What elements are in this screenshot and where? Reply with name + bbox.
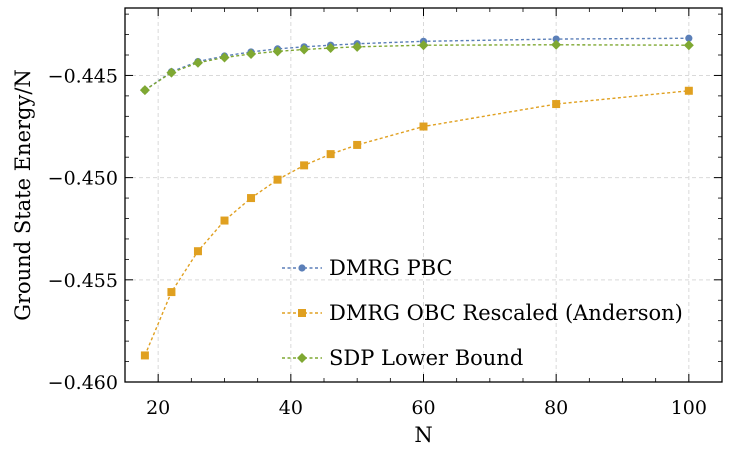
legend-entry-dmrg-pbc: DMRG PBC [282,256,453,280]
axis-ticks: 20 40 60 80 100 −0.460 −0.455 −0.450 −0.445 [48,8,722,419]
legend-marker [298,264,306,272]
data-point [139,85,150,96]
data-point [352,41,363,52]
x-axis-title: N [414,423,432,447]
data-point [683,40,694,51]
legend-entry-dmrg-obc: DMRG OBC Rescaled (Anderson) [282,301,683,325]
data-point [684,86,693,95]
data-point [299,44,310,55]
data-point [326,150,335,159]
series-line [144,44,689,91]
y-axis-title: Ground State Energy/N [11,69,35,321]
y-tick-label: −0.455 [48,270,118,292]
legend-marker [297,353,307,363]
legend-label-dmrg-obc: DMRG OBC Rescaled (Anderson) [329,301,683,325]
data-point [325,43,336,54]
x-tick-label: 80 [544,397,568,419]
legend-marker-sdp [297,353,307,363]
legend-marker-dmrg-pbc [298,264,306,272]
data-point [418,40,429,51]
x-tick-label: 20 [146,397,170,419]
data-point [140,351,149,360]
data-point [273,175,282,184]
y-tick-label: −0.445 [48,65,118,87]
legend: DMRG PBC DMRG OBC Rescaled (Anderson) SD… [282,256,683,370]
data-point [552,35,560,43]
data-point [166,67,177,78]
data-point [246,48,257,59]
data-point [552,100,561,109]
legend-marker-dmrg-obc [298,309,306,317]
data-point [272,46,283,57]
x-tick-label: 100 [671,397,707,419]
data-point [300,161,309,170]
data-point [353,140,362,149]
data-point [419,122,428,131]
data-point [551,39,562,50]
plot-series [139,34,694,360]
data-point [685,34,693,42]
x-tick-label: 60 [411,397,435,419]
series-2 [139,39,694,96]
data-point [247,194,256,203]
legend-entry-sdp: SDP Lower Bound [282,346,523,370]
data-point [193,247,202,256]
data-point [192,57,203,68]
legend-label-sdp: SDP Lower Bound [329,346,523,370]
x-tick-label: 40 [279,397,303,419]
data-point [219,52,230,63]
legend-marker [298,309,306,317]
y-tick-label: −0.450 [48,168,118,190]
data-point [220,216,229,225]
y-tick-label: −0.460 [48,372,118,394]
data-point [167,288,176,297]
legend-label-dmrg-pbc: DMRG PBC [329,256,453,280]
series-line [144,90,689,356]
series-1 [140,86,693,360]
